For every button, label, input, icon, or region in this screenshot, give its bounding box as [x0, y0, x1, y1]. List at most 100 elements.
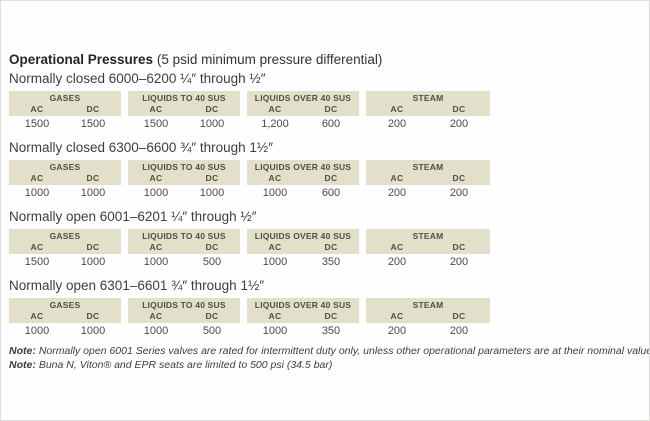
value-cell: 350	[321, 256, 341, 268]
table-header-row: GASES AC DC LIQUIDS TO 40 SUS AC DC	[9, 298, 498, 323]
page-content: Operational Pressures (5 psid minimum pr…	[1, 1, 649, 372]
col-group-liquids-to-40: LIQUIDS TO 40 SUS AC DC	[128, 298, 240, 323]
col-dc: DC	[324, 104, 338, 114]
col-dc: DC	[86, 173, 100, 183]
table-header-row: GASES AC DC LIQUIDS TO 40 SUS AC DC	[9, 160, 498, 185]
col-group-label: LIQUIDS TO 40 SUS	[142, 162, 226, 172]
col-ac: AC	[149, 242, 163, 252]
col-group-liquids-over-40: LIQUIDS OVER 40 SUS AC DC	[247, 91, 359, 116]
col-group-steam: STEAM AC DC	[366, 160, 490, 185]
value-cell: 500	[202, 256, 222, 268]
col-dc: DC	[86, 242, 100, 252]
footnote-seat-limit: Note: Buna N, Viton® and EPR seats are li…	[9, 359, 639, 373]
col-group-label: LIQUIDS TO 40 SUS	[142, 93, 226, 103]
col-dc: DC	[324, 242, 338, 252]
col-group-label: LIQUIDS OVER 40 SUS	[254, 300, 352, 310]
pressure-table: GASES AC DC LIQUIDS TO 40 SUS AC DC	[9, 229, 498, 270]
value-cell: 1000	[24, 325, 50, 337]
col-group-label: GASES	[49, 300, 81, 310]
col-group-liquids-over-40: LIQUIDS OVER 40 SUS AC DC	[247, 160, 359, 185]
col-group-liquids-over-40: LIQUIDS OVER 40 SUS AC DC	[247, 229, 359, 254]
col-group-liquids-over-40: LIQUIDS OVER 40 SUS AC DC	[247, 298, 359, 323]
values-gases: 1000 1000	[9, 185, 121, 201]
table-value-row: 1000 1000 1000 500 1000 350 200 200	[9, 323, 498, 339]
value-cell: 1000	[199, 187, 225, 199]
col-ac: AC	[149, 311, 163, 321]
col-group-gases: GASES AC DC	[9, 91, 121, 116]
table-value-row: 1500 1000 1000 500 1000 350 200 200	[9, 254, 498, 270]
page-title: Operational Pressures (5 psid minimum pr…	[9, 51, 639, 68]
table-header-row: GASES AC DC LIQUIDS TO 40 SUS AC DC	[9, 91, 498, 116]
col-group-liquids-to-40: LIQUIDS TO 40 SUS AC DC	[128, 160, 240, 185]
value-cell: 1000	[143, 187, 169, 199]
pressure-table: GASES AC DC LIQUIDS TO 40 SUS AC DC	[9, 298, 498, 339]
values-gases: 1500 1500	[9, 116, 121, 132]
footnote-intermittent-duty: Note: Normally open 6001 Series valves ar…	[9, 345, 649, 359]
col-group-label: GASES	[49, 93, 81, 103]
pressure-table: GASES AC DC LIQUIDS TO 40 SUS AC DC	[9, 91, 498, 132]
value-cell: 200	[387, 118, 407, 130]
col-group-liquids-to-40: LIQUIDS TO 40 SUS AC DC	[128, 229, 240, 254]
value-cell: 350	[321, 325, 341, 337]
values-liquids-to-40: 1000 500	[128, 254, 240, 270]
value-cell: 1,200	[261, 118, 289, 130]
pressure-table: GASES AC DC LIQUIDS TO 40 SUS AC DC	[9, 160, 498, 201]
col-ac: AC	[30, 242, 44, 252]
col-group-label: GASES	[49, 231, 81, 241]
value-cell: 1000	[143, 325, 169, 337]
col-subheaders: AC DC	[9, 311, 121, 322]
col-dc: DC	[205, 242, 219, 252]
value-cell: 200	[387, 325, 407, 337]
values-liquids-over-40: 1000 600	[247, 185, 359, 201]
col-dc: DC	[452, 104, 466, 114]
col-group-label: LIQUIDS OVER 40 SUS	[254, 93, 352, 103]
col-group-steam: STEAM AC DC	[366, 91, 490, 116]
value-cell: 1000	[143, 256, 169, 268]
col-subheaders: AC DC	[247, 104, 359, 115]
col-subheaders: AC DC	[247, 242, 359, 253]
col-ac: AC	[390, 311, 404, 321]
col-subheaders: AC DC	[128, 311, 240, 322]
table-header-row: GASES AC DC LIQUIDS TO 40 SUS AC DC	[9, 229, 498, 254]
col-group-label: STEAM	[412, 93, 444, 103]
table-value-row: 1000 1000 1000 1000 1000 600 200 200	[9, 185, 498, 201]
value-cell: 600	[321, 187, 341, 199]
value-cell: 200	[449, 325, 469, 337]
col-ac: AC	[390, 242, 404, 252]
col-group-label: LIQUIDS OVER 40 SUS	[254, 231, 352, 241]
pressure-section-normally-open-6001: Normally open 6001–6201 ¼″ through ½″ GA…	[9, 208, 639, 270]
section-heading: Normally closed 6000–6200 ¼″ through ½″	[9, 71, 266, 86]
col-subheaders: AC DC	[9, 173, 121, 184]
pressure-section-normally-closed-6300: Normally closed 6300–6600 ¾″ through 1½″…	[9, 139, 639, 201]
col-dc: DC	[205, 311, 219, 321]
col-subheaders: AC DC	[247, 311, 359, 322]
col-dc: DC	[86, 311, 100, 321]
values-liquids-over-40: 1000 350	[247, 254, 359, 270]
values-liquids-over-40: 1,200 600	[247, 116, 359, 132]
col-dc: DC	[86, 104, 100, 114]
footnotes: Note: Normally open 6001 Series valves ar…	[9, 345, 649, 373]
col-ac: AC	[268, 242, 282, 252]
section-heading: Normally open 6001–6201 ¼″ through ½″	[9, 209, 257, 224]
value-cell: 1000	[262, 325, 288, 337]
col-dc: DC	[452, 173, 466, 183]
col-group-gases: GASES AC DC	[9, 160, 121, 185]
col-group-label: STEAM	[412, 162, 444, 172]
value-cell: 1000	[24, 187, 50, 199]
col-dc: DC	[205, 104, 219, 114]
col-subheaders: AC DC	[128, 242, 240, 253]
value-cell: 1000	[80, 256, 106, 268]
value-cell: 1500	[80, 118, 106, 130]
value-cell: 1500	[24, 256, 50, 268]
values-liquids-to-40: 1500 1000	[128, 116, 240, 132]
note-label: Note:	[9, 358, 36, 371]
col-ac: AC	[149, 173, 163, 183]
section-heading: Normally closed 6300–6600 ¾″ through 1½″	[9, 140, 273, 155]
col-ac: AC	[268, 173, 282, 183]
col-subheaders: AC DC	[366, 311, 490, 322]
pressure-section-normally-closed-6000: Normally closed 6000–6200 ¼″ through ½″ …	[9, 70, 639, 132]
values-steam: 200 200	[366, 185, 490, 201]
page-title-suffix: (5 psid minimum pressure differential)	[156, 52, 383, 67]
col-ac: AC	[30, 173, 44, 183]
